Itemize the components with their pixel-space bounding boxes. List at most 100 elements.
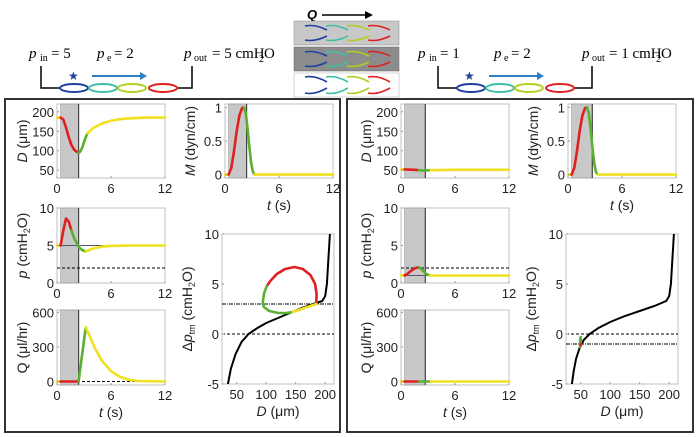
y-axis-label-sub: 2 <box>187 282 197 287</box>
y-tick-label: 0 <box>215 168 222 183</box>
y-axis-label-sub: 2 <box>531 282 541 287</box>
x-axis-label-unit: (s) <box>447 404 467 420</box>
series-diastole <box>84 244 167 253</box>
inlet-pipe <box>437 66 457 89</box>
y-tick-label: -5 <box>207 377 219 392</box>
x-axis-label-var: t <box>443 404 448 420</box>
y-tick-label: 0 <box>391 276 398 291</box>
vessel-segment-4 <box>367 75 391 95</box>
x-tick-label: 100 <box>599 387 621 402</box>
y-axis-label-unit: (dyn/cm) <box>182 106 198 164</box>
x-tick-label: 12 <box>502 181 516 196</box>
vessel-segment-4 <box>367 24 391 42</box>
y-axis-label-var: Q <box>14 362 30 373</box>
y-tick-label: 5 <box>391 239 398 254</box>
x-tick-label: 200 <box>314 387 336 402</box>
p-in-sub: in <box>429 53 437 64</box>
y-axis-label: Δptm (cmH2O) <box>523 266 541 351</box>
p-e-sub: e <box>107 53 112 64</box>
p-out-value: = 1 cmH <box>609 46 662 62</box>
y-axis-label: p (cmH2O) <box>14 213 32 280</box>
y-axis-label-unit: O) <box>358 213 374 229</box>
y-tick-label: 5 <box>212 277 219 292</box>
x-tick-label: 0 <box>53 181 60 196</box>
series-relaxation <box>417 265 432 277</box>
series-contraction <box>403 265 421 277</box>
chart-left-M: 0 6 12 0 0.5 1 t (s) M (dyn/cm) <box>182 100 340 213</box>
y-tick-label: 0.5 <box>547 134 565 149</box>
contraction-shade <box>60 309 79 386</box>
y-tick-label: 10 <box>384 201 398 216</box>
chart-right-dptm: 50 100 150 200 -5 0 5 10 D (μm) Δptm (cmH2O) <box>523 227 680 419</box>
y-axis-label-unit: O) <box>14 213 30 229</box>
chart-right-p: 0 6 12 0 5 10 p (cmH2O) <box>358 201 516 301</box>
p-in-value: = 1 <box>440 46 460 62</box>
x-axis-label: t (s) <box>99 404 123 420</box>
y-tick-label: 200 <box>376 105 398 120</box>
vessel-segment-1 <box>304 24 328 42</box>
chart-left-p: 0 6 12 0 5 10 p (cmH2O) <box>14 201 172 301</box>
x-axis-label-var: t <box>610 197 615 213</box>
y-tick-label: 600 <box>32 305 54 320</box>
x-tick-label: 6 <box>275 181 282 196</box>
series-relaxation <box>585 106 600 176</box>
p-out-sub: out <box>194 53 207 64</box>
x-axis-label-unit: (μm) <box>267 403 300 419</box>
y-axis-label: M (dyn/cm) <box>525 106 541 176</box>
arrow-right-icon <box>365 11 373 19</box>
series-diastole <box>291 302 318 314</box>
p-in-label: p <box>417 46 426 62</box>
y-axis-label-unit: (cmH <box>523 287 539 324</box>
x-axis-label: t (s) <box>267 197 291 213</box>
y-tick-label: 0.5 <box>204 134 222 149</box>
y-axis-label-var: D <box>14 152 30 162</box>
series-contraction <box>227 106 246 176</box>
y-tick-label: 100 <box>32 144 54 159</box>
y-tick-label: 5 <box>556 277 563 292</box>
y-axis-label: p (cmH2O) <box>358 213 376 280</box>
vessel-segment-1 <box>304 75 328 95</box>
header-right-schematic: p in = 1 p e = 2 p out = 1 cmH 2 O ★ <box>417 46 672 93</box>
series-relaxation <box>242 106 256 176</box>
p-in-label: p <box>28 46 37 62</box>
x-tick-label: 6 <box>451 388 458 403</box>
series-contraction <box>265 265 318 306</box>
y-axis-label-var: D <box>358 152 374 162</box>
y-axis-label-unit: O) <box>523 266 539 282</box>
x-tick-label: 150 <box>285 387 307 402</box>
image-frame-2 <box>293 46 400 72</box>
lymphangion-2 <box>88 83 118 93</box>
lymphangion-1 <box>59 83 89 93</box>
chart-right-M: 0 6 12 0 0.5 1 t (s) M (dyn/cm) <box>525 100 683 213</box>
y-tick-label: 0 <box>47 276 54 291</box>
p-in-value: = 5 <box>51 46 71 62</box>
x-tick-label: 50 <box>230 387 244 402</box>
chart-left-dptm: 50 100 150 200 -5 0 5 10 D (μm) Δptm (cmH2O) <box>179 227 336 419</box>
y-tick-label: 50 <box>384 163 398 178</box>
p-out-unit-sub: 2 <box>656 54 661 65</box>
x-axis-label-var: t <box>99 404 104 420</box>
x-axis-label: t (s) <box>610 197 634 213</box>
x-tick-label: 6 <box>107 286 114 301</box>
x-tick-label: 0 <box>397 286 404 301</box>
y-axis-label-unit: (cmH <box>14 233 30 270</box>
series-contraction <box>570 106 589 176</box>
x-tick-label: 100 <box>255 387 277 402</box>
arrow-right-icon <box>140 72 147 80</box>
contraction-shade <box>404 309 426 386</box>
vessel-segment-2 <box>325 50 349 68</box>
series-contraction <box>403 168 421 172</box>
x-axis-label: D (μm) <box>600 403 643 419</box>
header-center-images: Q <box>293 7 400 98</box>
x-tick-label: 0 <box>221 181 228 196</box>
y-axis-label-unit: (dyn/cm) <box>525 106 541 164</box>
series-relaxation <box>77 325 88 383</box>
y-axis-label-var: Q <box>358 362 374 373</box>
right-panel-frame <box>346 98 694 433</box>
y-tick-label: 0 <box>558 168 565 183</box>
p-out-value: = 5 cmH <box>212 46 265 62</box>
star-icon: ★ <box>464 69 475 83</box>
x-tick-label: 6 <box>107 181 114 196</box>
